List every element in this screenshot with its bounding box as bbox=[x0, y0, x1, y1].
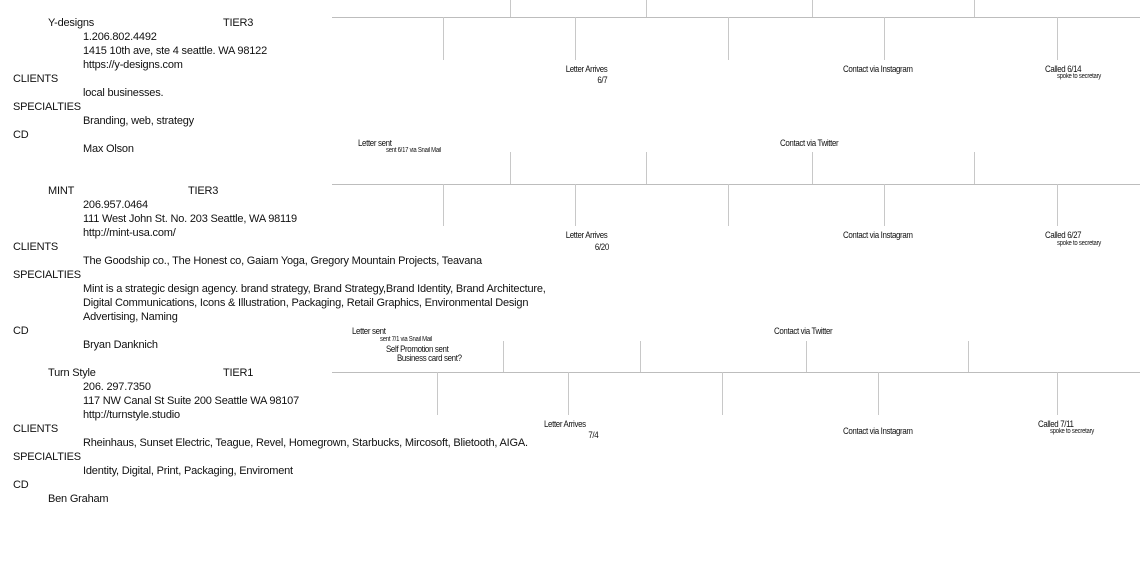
timeline-axis bbox=[332, 372, 1140, 373]
timeline-tick bbox=[510, 152, 511, 184]
timeline-tick bbox=[878, 372, 879, 415]
clients-label: CLIENTS bbox=[13, 241, 59, 253]
timeline-axis bbox=[332, 184, 1140, 185]
company-name: Turn Style bbox=[48, 367, 96, 379]
timeline-tick bbox=[510, 0, 511, 17]
website-link[interactable]: http://turnstyle.studio bbox=[83, 409, 180, 421]
clients: Rheinhaus, Sunset Electric, Teague, Reve… bbox=[83, 437, 528, 449]
letter-arrives-label: Letter Arrives bbox=[565, 64, 607, 74]
specialties: Branding, web, strategy bbox=[83, 115, 194, 127]
address: 1415 10th ave, ste 4 seattle. WA 98122 bbox=[83, 45, 268, 57]
timeline-tick bbox=[568, 372, 569, 415]
letter-arrives-date: 6/20 bbox=[594, 242, 609, 252]
called-note: spoke to secretary bbox=[1057, 73, 1102, 80]
called-label: Called 6/14 bbox=[1045, 64, 1082, 74]
timeline-tick bbox=[728, 184, 729, 226]
called-label: Called 6/27 bbox=[1045, 230, 1082, 240]
cd-name: Ben Graham bbox=[48, 493, 109, 505]
instagram-contact-label: Contact via Instagram bbox=[843, 230, 913, 240]
timeline-tick bbox=[806, 341, 807, 372]
timeline-tick bbox=[884, 184, 885, 226]
address: 111 West John St. No. 203 Seattle, WA 98… bbox=[83, 213, 297, 225]
specialties-label: SPECIALTIES bbox=[13, 269, 81, 281]
website-link[interactable]: https://y-designs.com bbox=[83, 59, 183, 71]
letter-arrives-label: Letter Arrives bbox=[565, 230, 607, 240]
timeline-tick bbox=[812, 152, 813, 184]
sent-detail: Self Promotion sent bbox=[386, 344, 449, 354]
letter-arrives-label: Letter Arrives bbox=[544, 419, 586, 429]
tier-label: TIER3 bbox=[223, 17, 254, 29]
twitter-contact-label: Contact via Twitter bbox=[774, 326, 833, 336]
website-link[interactable]: http://mint-usa.com/ bbox=[83, 227, 176, 239]
phone: 206. 297.7350 bbox=[83, 381, 151, 393]
instagram-contact-label: Contact via Instagram bbox=[843, 426, 913, 436]
tier-label: TIER3 bbox=[188, 185, 219, 197]
called-note: spoke to secretary bbox=[1050, 428, 1095, 435]
timeline-axis bbox=[332, 17, 1140, 18]
timeline-tick bbox=[968, 341, 969, 372]
timeline-tick bbox=[1057, 372, 1058, 415]
timeline-tick bbox=[974, 0, 975, 17]
cd-name: Bryan Danknich bbox=[83, 339, 158, 351]
company-name: Y-designs bbox=[48, 17, 95, 29]
cd-name: Max Olson bbox=[83, 143, 134, 155]
letter-arrives-date: 6/7 bbox=[597, 75, 607, 85]
cd-label: CD bbox=[13, 325, 29, 337]
timeline-tick bbox=[728, 17, 729, 60]
timeline-tick bbox=[503, 341, 504, 372]
address: 117 NW Canal St Suite 200 Seattle WA 981… bbox=[83, 395, 300, 407]
specialties-label: SPECIALTIES bbox=[13, 451, 81, 463]
sent-detail: sent 6/17 via Snail Mail bbox=[386, 147, 442, 154]
specialties-line: Mint is a strategic design agency. brand… bbox=[83, 283, 546, 295]
phone: 1.206.802.4492 bbox=[83, 31, 157, 43]
timeline-tick bbox=[443, 17, 444, 60]
sent-detail: sent 7/1 via Snail Mail bbox=[380, 336, 433, 343]
timeline-tick bbox=[812, 0, 813, 17]
timeline-tick bbox=[974, 152, 975, 184]
called-note: spoke to secretary bbox=[1057, 240, 1102, 247]
letter-arrives-date: 7/4 bbox=[588, 430, 598, 440]
sent-detail: Business card sent? bbox=[397, 353, 462, 363]
letter-sent-label: Letter sent bbox=[352, 326, 386, 336]
instagram-contact-label: Contact via Instagram bbox=[843, 64, 913, 74]
specialties-label: SPECIALTIES bbox=[13, 101, 81, 113]
timeline-tick bbox=[1057, 17, 1058, 60]
tier-label: TIER1 bbox=[223, 367, 254, 379]
timeline-tick bbox=[575, 17, 576, 60]
phone: 206.957.0464 bbox=[83, 199, 148, 211]
clients-label: CLIENTS bbox=[13, 73, 59, 85]
letter-sent-label: Letter sent bbox=[358, 138, 392, 148]
specialties-line: Advertising, Naming bbox=[83, 311, 178, 323]
company-name: MINT bbox=[48, 185, 75, 197]
timeline-tick bbox=[575, 184, 576, 226]
cd-label: CD bbox=[13, 129, 29, 141]
twitter-contact-label: Contact via Twitter bbox=[780, 138, 839, 148]
timeline-tick bbox=[646, 152, 647, 184]
timeline-tick bbox=[640, 341, 641, 372]
timeline-tick bbox=[722, 372, 723, 415]
called-label: Called 7/11 bbox=[1038, 419, 1074, 429]
specialties: Identity, Digital, Print, Packaging, Env… bbox=[83, 465, 293, 477]
cd-label: CD bbox=[13, 479, 29, 491]
timeline-tick bbox=[437, 372, 438, 415]
clients: local businesses. bbox=[83, 87, 164, 99]
timeline-tick bbox=[1057, 184, 1058, 226]
timeline-tick bbox=[884, 17, 885, 60]
clients-label: CLIENTS bbox=[13, 423, 59, 435]
clients: The Goodship co., The Honest co, Gaiam Y… bbox=[83, 255, 482, 267]
timeline-tick bbox=[443, 184, 444, 226]
timeline-tick bbox=[646, 0, 647, 17]
specialties-line: Digital Communications, Icons & Illustra… bbox=[83, 297, 529, 309]
